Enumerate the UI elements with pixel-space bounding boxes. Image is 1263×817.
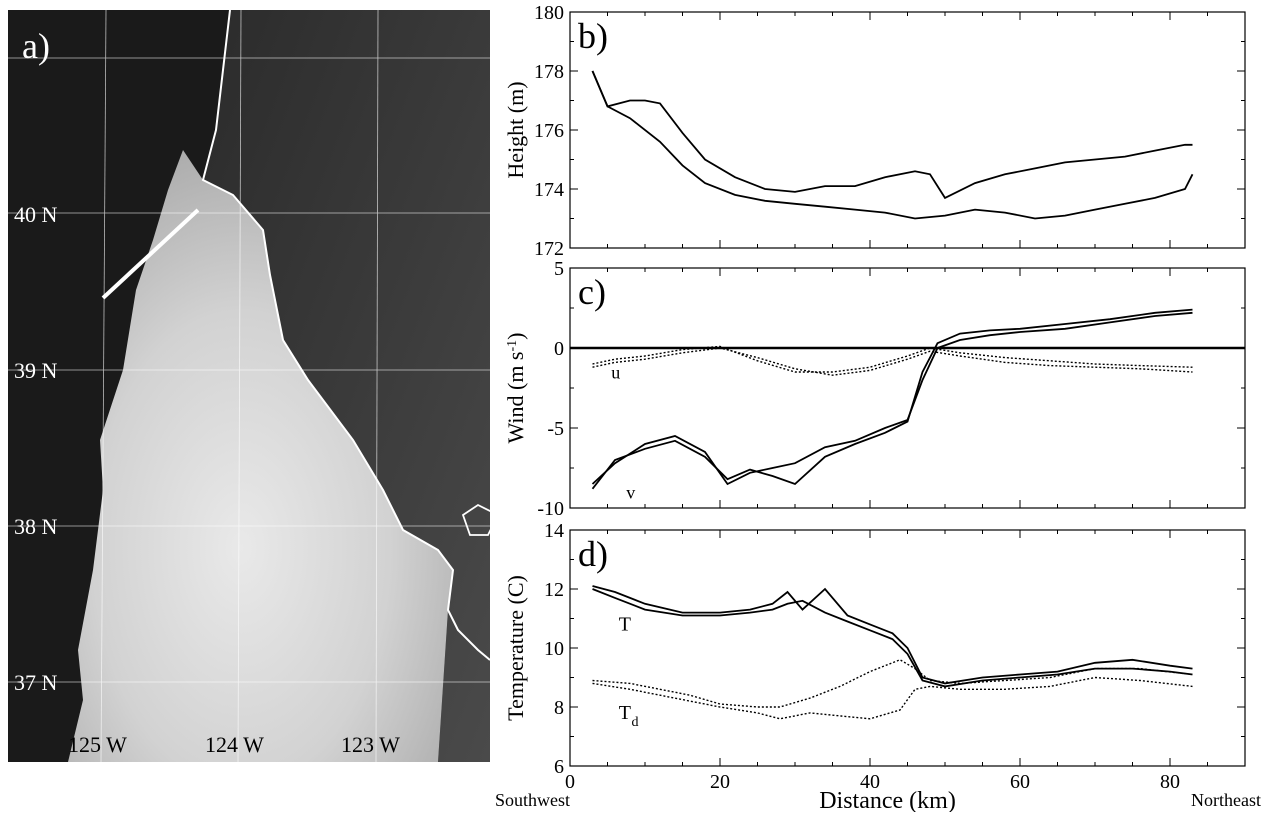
series-line-v — [591, 311, 1193, 486]
panel-label: b) — [578, 16, 608, 56]
series-label-v: v — [626, 482, 635, 502]
y-tick-label: 178 — [534, 61, 564, 83]
x-axis-label: Distance (km) — [819, 788, 956, 812]
lat-label-39n: 39 N — [14, 358, 58, 383]
y-tick-label: 12 — [544, 579, 564, 601]
x-tick-label: 60 — [1010, 771, 1030, 793]
lat-lon-grid — [8, 9, 490, 763]
y-tick-label: 14 — [544, 520, 564, 542]
satellite-map: a) 40 N 39 N 38 N 37 N 125 W 124 W 123 W — [8, 9, 500, 763]
y-tick-label: 180 — [534, 2, 564, 24]
x-tick-label: 0 — [565, 771, 575, 793]
series-line-series-0 — [591, 70, 1194, 220]
y-tick-label: 5 — [554, 258, 564, 280]
series-line-T — [592, 588, 1193, 688]
x-tick-label: 20 — [710, 771, 730, 793]
satellite-map-panel: a) 40 N 39 N 38 N 37 N 125 W 124 W 123 W — [8, 9, 500, 763]
series-line-series-1 — [591, 70, 1193, 200]
lon-label-124w: 124 W — [205, 732, 264, 757]
lon-label-125w: 125 W — [68, 732, 127, 757]
lat-label-38n: 38 N — [14, 514, 58, 539]
land-area — [203, 10, 490, 762]
fog-cloud-area — [68, 150, 453, 762]
y-axis-label: Height (m) — [503, 81, 528, 178]
series-label-t: T — [619, 613, 631, 635]
y-tick-label: 0 — [554, 338, 564, 360]
y-tick-label: 172 — [534, 238, 564, 260]
y-tick-label: -10 — [537, 498, 564, 520]
series-label-td: T — [619, 702, 631, 724]
series-line-Td — [592, 676, 1193, 720]
series-line-Td — [592, 659, 1193, 708]
series-line-v — [591, 308, 1193, 490]
y-tick-label: 8 — [554, 697, 564, 719]
series-line-T — [592, 585, 1193, 685]
series-line-u — [592, 347, 1193, 376]
y-tick-label: -5 — [547, 418, 564, 440]
plot-frame-0 — [569, 11, 1246, 249]
plot-frame-1 — [569, 267, 1246, 509]
x-tick-label: 80 — [1160, 771, 1180, 793]
y-axis-label: Temperature (C) — [503, 575, 528, 721]
map-panel-label: a) — [22, 26, 50, 66]
x-tick-label: 40 — [860, 771, 880, 793]
x-end-label-southwest: Southwest — [495, 790, 570, 810]
series-line-u — [592, 345, 1193, 373]
panel-label: c) — [578, 272, 606, 312]
lat-label-37n: 37 N — [14, 670, 58, 695]
y-tick-label: 176 — [534, 120, 564, 142]
y-tick-label: 6 — [554, 756, 564, 778]
series-label-u: u — [611, 362, 620, 382]
flight-track — [101, 208, 200, 300]
lat-label-40n: 40 N — [14, 202, 58, 227]
charts-panel: 172 174 176 178 180 b) Height (m) -10 -5 0 5 c) Wind… — [495, 0, 1263, 814]
y-tick-label: 10 — [544, 638, 564, 660]
x-end-label-northeast: Northeast — [1191, 790, 1261, 810]
lon-label-123w: 123 W — [341, 732, 400, 757]
y-axis-label: Wind (m s-1) — [503, 333, 528, 444]
profiles-chart: 172 174 176 178 180 b) Height (m) -10 -5 0 5 c) Wind… — [495, 2, 1261, 814]
panel-label: d) — [578, 534, 608, 574]
y-tick-label: 174 — [534, 179, 564, 201]
coastline — [201, 9, 491, 661]
series-label-td-subscript: d — [632, 715, 639, 730]
